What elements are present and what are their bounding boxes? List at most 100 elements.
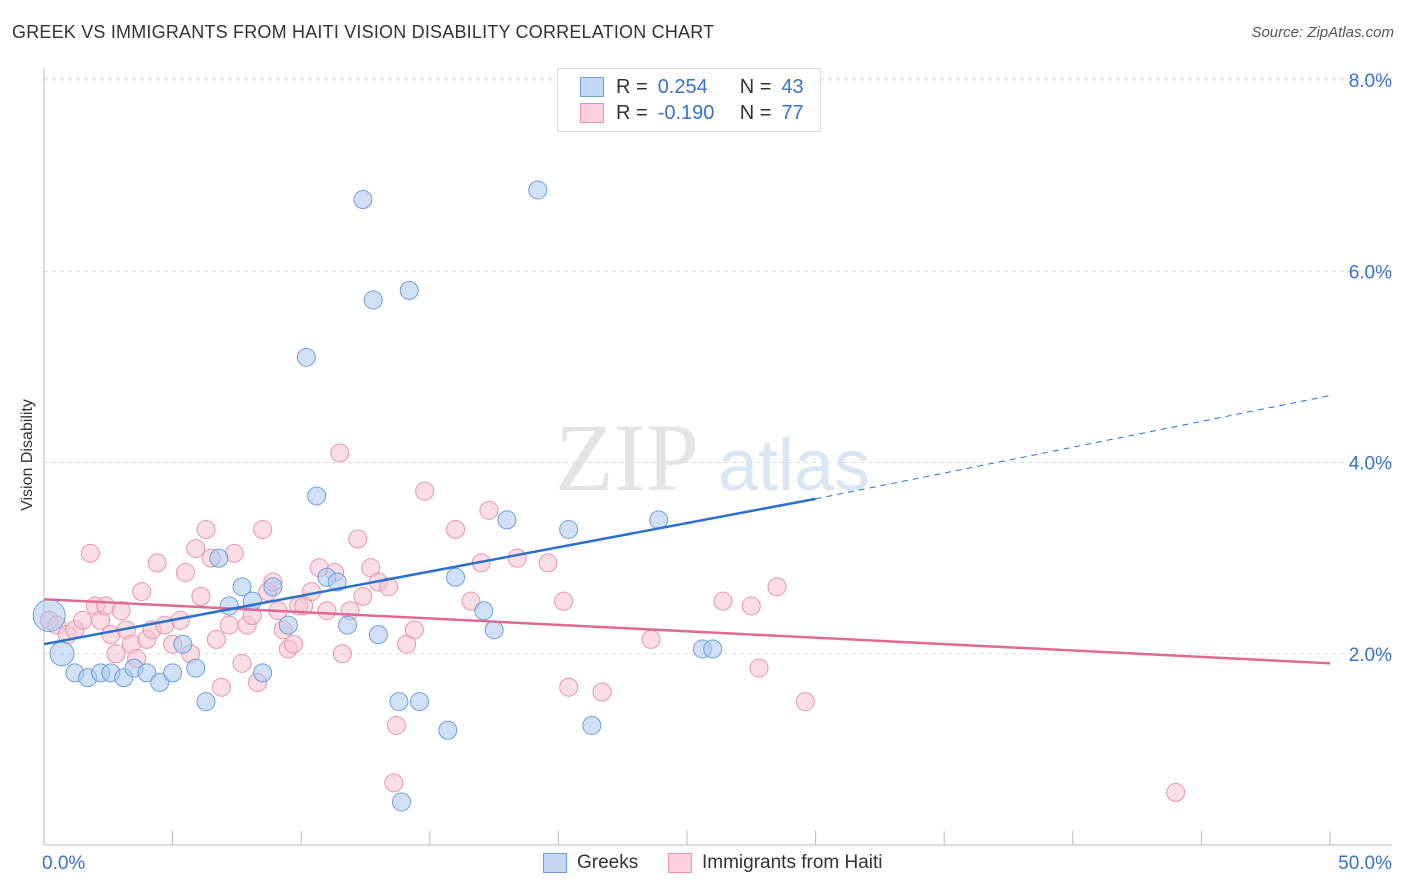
haiti-r-label: R = [616, 101, 648, 124]
greek-point [232, 577, 252, 597]
greek-point [186, 658, 206, 678]
haiti-swatch [580, 103, 604, 123]
greek-point [528, 180, 548, 200]
bottom-legend-haiti[interactable]: Immigrants from Haiti [668, 852, 883, 874]
greek-point [253, 663, 273, 683]
trend-lines [43, 395, 1331, 665]
greek-point [296, 347, 316, 367]
greek-point [327, 572, 347, 592]
greek-point [363, 290, 383, 310]
watermark-zip: ZIP [555, 404, 699, 511]
greek-point [392, 792, 412, 812]
greek-point [389, 692, 409, 712]
greek-point [163, 663, 183, 683]
haiti-point [749, 658, 769, 678]
haiti-point [175, 562, 195, 582]
haiti-point [211, 677, 231, 697]
bottom-legend-greeks[interactable]: Greeks [543, 852, 638, 874]
haiti-point [507, 548, 527, 568]
haiti-point [80, 543, 100, 563]
greek-point [446, 567, 466, 587]
x-tick-label-min: 0.0% [42, 853, 85, 874]
haiti-point [554, 591, 574, 611]
haiti-point [348, 529, 368, 549]
greek-point [263, 577, 283, 597]
y-tick-label: 6.0% [1349, 262, 1392, 283]
greek-point [219, 596, 239, 616]
greek-point [242, 591, 262, 611]
haiti-n-label: N = [739, 101, 772, 124]
haiti-point [206, 629, 226, 649]
haiti-point [353, 586, 373, 606]
haiti-n-value: 77 [781, 101, 804, 124]
greeks-n-label: N = [739, 75, 772, 98]
legend-row-haiti: R = -0.190 N = 77 [580, 101, 804, 125]
greek-point [150, 672, 170, 692]
haiti-point [592, 682, 612, 702]
gridlines [44, 77, 1392, 655]
greek-point [49, 641, 75, 667]
haiti-legend-swatch [668, 853, 692, 873]
haiti-point [1166, 782, 1186, 802]
haiti-point [741, 596, 761, 616]
haiti-r-value: -0.190 [657, 101, 715, 124]
greek-point [410, 692, 430, 712]
haiti-point [191, 586, 211, 606]
haiti-point [713, 591, 733, 611]
greek-point [209, 548, 229, 568]
haiti-point [767, 577, 787, 597]
haiti-legend-label: Immigrants from Haiti [702, 852, 883, 873]
tick-labels: 2.0% 4.0% 6.0% 8.0% 0.0% 50.0% [42, 71, 1392, 874]
greeks-r-value: 0.254 [657, 75, 708, 98]
source-label: Source: ZipAtlas.com [1251, 24, 1394, 41]
greek-point [337, 615, 357, 635]
legend: R = 0.254 N = 43 R = -0.190 N = 77 [557, 68, 821, 132]
axes [43, 68, 1392, 846]
greek-point [559, 519, 579, 539]
greeks-legend-label: Greeks [577, 852, 639, 873]
haiti-point [253, 519, 273, 539]
haiti-point [317, 601, 337, 621]
greeks-r-label: R = [616, 75, 648, 98]
greek-point [368, 625, 388, 645]
haiti-point [641, 629, 661, 649]
haiti-point [283, 634, 303, 654]
haiti-point [559, 677, 579, 697]
haiti-point [332, 644, 352, 664]
haiti-point [73, 610, 93, 630]
y-tick-label: 8.0% [1349, 71, 1392, 92]
haiti-point [186, 539, 206, 559]
y-tick-label: 2.0% [1349, 645, 1392, 666]
greek-points [32, 180, 723, 812]
legend-row-greeks: R = 0.254 N = 43 [580, 75, 804, 99]
greeks-n-value: 43 [781, 75, 804, 98]
watermark: ZIP atlas [555, 404, 870, 511]
greeks-trend-extension [815, 395, 1331, 500]
haiti-point [446, 519, 466, 539]
greek-point [32, 599, 66, 632]
greek-point [703, 639, 723, 659]
greek-point [497, 510, 517, 530]
haiti-point [196, 519, 216, 539]
greek-point [137, 663, 157, 683]
haiti-point [538, 553, 558, 573]
greek-point [484, 620, 504, 640]
haiti-point [111, 601, 131, 621]
greeks-swatch [580, 77, 604, 97]
haiti-point [219, 615, 239, 635]
haiti-trend-line [43, 597, 1331, 665]
haiti-point [386, 715, 406, 735]
haiti-point [384, 773, 404, 793]
haiti-point [479, 500, 499, 520]
greek-point [173, 634, 193, 654]
haiti-point [415, 481, 435, 501]
haiti-point [404, 620, 424, 640]
greeks-legend-swatch [543, 853, 567, 873]
greek-point [582, 715, 602, 735]
haiti-point [147, 553, 167, 573]
haiti-point [106, 644, 126, 664]
greek-point [307, 486, 327, 506]
bottom-legend: Greeks Immigrants from Haiti [0, 852, 1406, 876]
greek-point [278, 615, 298, 635]
